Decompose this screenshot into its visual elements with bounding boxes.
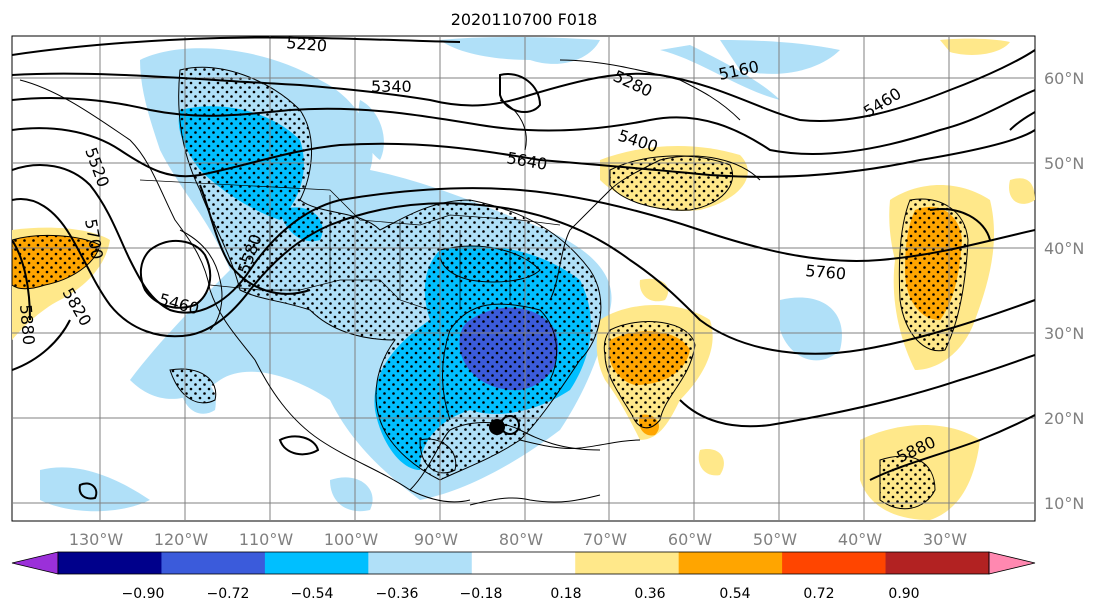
colorbar-segment xyxy=(885,552,990,574)
coastlines xyxy=(19,59,761,506)
lon-label: 90°W xyxy=(414,530,458,549)
lon-label: 70°W xyxy=(583,530,627,549)
stippling xyxy=(12,66,969,510)
latitude-labels: 60°N 50°N 40°N 30°N 20°N 10°N xyxy=(1044,69,1084,513)
colorbar-tick: 0.90 xyxy=(888,586,919,602)
lat-label: 50°N xyxy=(1044,154,1084,173)
colorbar-segment xyxy=(782,552,887,574)
colorbar-segment xyxy=(58,552,162,574)
colorbar-extend-min xyxy=(11,551,59,575)
colorbar-segment xyxy=(161,552,266,574)
colorbar-tick-labels: −0.90 −0.72 −0.54 −0.36 −0.18 0.18 0.36 … xyxy=(122,586,920,602)
colorbar-segment xyxy=(678,552,783,574)
lat-label: 40°N xyxy=(1044,239,1084,258)
colorbar-segment xyxy=(264,552,369,574)
contour-label: 5880 xyxy=(16,304,38,346)
map-title: 2020110700 F018 xyxy=(450,10,598,29)
lat-label: 20°N xyxy=(1044,409,1084,428)
lon-label: 110°W xyxy=(239,530,294,549)
contour-label: 5340 xyxy=(371,77,412,96)
lon-label: 80°W xyxy=(499,530,543,549)
colorbar-segment xyxy=(575,552,680,574)
lon-label: 130°W xyxy=(69,530,124,549)
colorbar-segment xyxy=(368,552,473,574)
colorbar-tick: 0.36 xyxy=(634,586,665,602)
lat-label: 60°N xyxy=(1044,69,1084,88)
contour-label: 5760 xyxy=(805,261,847,283)
height-contours xyxy=(12,36,1035,500)
colorbar-tick: 0.54 xyxy=(719,586,750,602)
colorbar-tick: 0.72 xyxy=(803,586,834,602)
colorbar-outline xyxy=(57,551,990,575)
gridlines xyxy=(12,36,1035,521)
colorbar-tick: −0.72 xyxy=(207,586,250,602)
lon-label: 30°W xyxy=(923,530,967,549)
lat-label: 30°N xyxy=(1044,324,1084,343)
colorbar-tick: 0.18 xyxy=(550,586,581,602)
contour-label: 5220 xyxy=(286,33,328,55)
lon-label: 60°W xyxy=(668,530,712,549)
colorbar-tick: −0.36 xyxy=(376,586,419,602)
colorbar-tick: −0.54 xyxy=(291,586,334,602)
lon-label: 120°W xyxy=(154,530,209,549)
colorbar-tick: −0.90 xyxy=(122,586,165,602)
lon-label: 40°W xyxy=(838,530,882,549)
longitude-labels: 130°W 120°W 110°W 100°W 90°W 80°W 70°W 6… xyxy=(69,530,967,549)
lon-label: 50°W xyxy=(753,530,797,549)
colorbar-extend-max xyxy=(988,551,1036,575)
lat-label: 10°N xyxy=(1044,494,1084,513)
colorbar xyxy=(11,551,1036,575)
colorbar-segment xyxy=(471,552,576,574)
colorbar-tick: −0.18 xyxy=(460,586,503,602)
lon-label: 100°W xyxy=(324,530,379,549)
